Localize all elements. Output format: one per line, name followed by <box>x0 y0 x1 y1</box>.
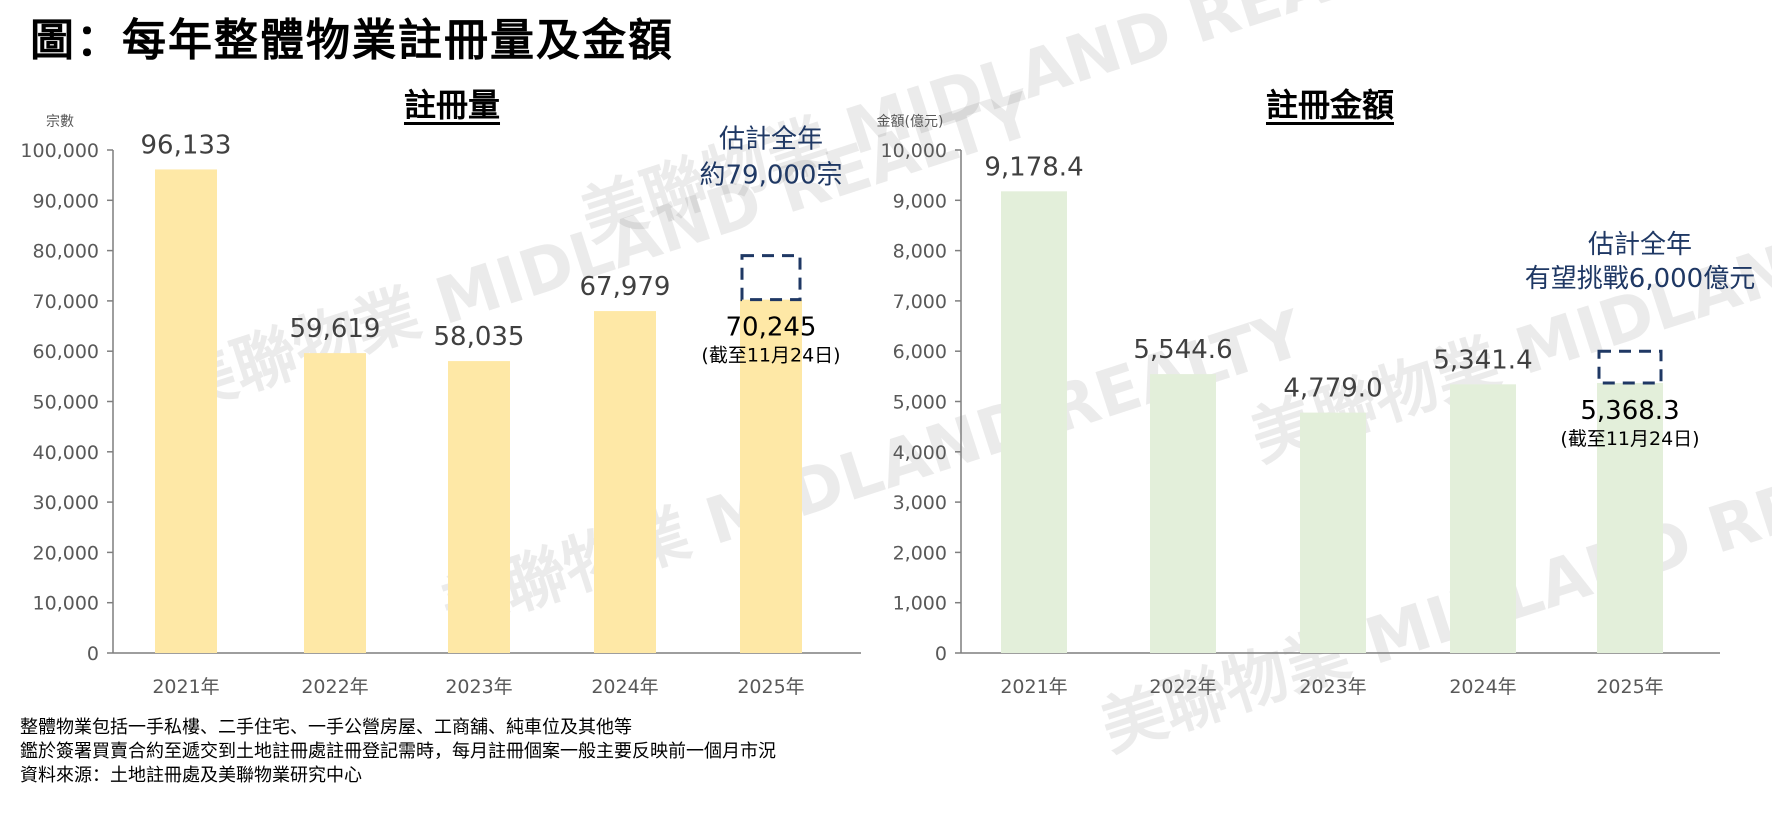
bar-2024年 <box>594 311 656 653</box>
y-tick-label: 3,000 <box>893 492 947 514</box>
y-tick-label: 20,000 <box>33 542 99 564</box>
y-tick-label: 0 <box>87 643 99 665</box>
data-label: 9,178.4 <box>984 152 1083 182</box>
x-tick-label: 2024年 <box>591 676 658 698</box>
data-label: 67,979 <box>580 272 671 302</box>
y-tick-label: 10,000 <box>881 140 947 162</box>
estimate-dashed-box <box>1597 349 1663 385</box>
y-tick-label: 7,000 <box>893 291 947 313</box>
y-tick-label: 2,000 <box>893 542 947 564</box>
page-title: 圖：每年整體物業註冊量及金額 <box>30 15 674 66</box>
x-tick-label: 2025年 <box>1596 676 1663 698</box>
y-tick-label: 10,000 <box>33 593 99 615</box>
y-tick-label: 30,000 <box>33 492 99 514</box>
partial-year-note: (截至11月24日) <box>1560 428 1699 450</box>
data-label: 96,133 <box>141 130 232 160</box>
data-label: 58,035 <box>434 322 525 352</box>
data-label: 59,619 <box>290 314 381 344</box>
bar-2023年 <box>1300 412 1366 653</box>
x-tick-label: 2025年 <box>737 676 804 698</box>
x-tick-label: 2022年 <box>301 676 368 698</box>
x-tick-label: 2021年 <box>152 676 219 698</box>
y-tick-label: 9,000 <box>893 190 947 212</box>
estimate-line1: 估計全年 <box>719 125 823 155</box>
chart-title-volume: 註冊量 <box>403 86 501 124</box>
data-label: 5,368.3 <box>1580 396 1679 426</box>
bar-2022年 <box>1150 374 1216 653</box>
x-tick-label: 2023年 <box>445 676 512 698</box>
note-scope: 整體物業包括一手私樓、二手住宅、一手公營房屋、工商舖、純車位及其他等 <box>20 717 632 738</box>
estimate-dashed-box <box>740 254 802 302</box>
note-source: 資料來源：土地註冊處及美聯物業研究中心 <box>20 765 362 786</box>
data-label: 70,245 <box>726 313 817 343</box>
y-tick-label: 4,000 <box>893 442 947 464</box>
bar-2023年 <box>448 361 510 653</box>
estimate-line2: 有望挑戰6,000億元 <box>1525 264 1755 294</box>
x-tick-label: 2024年 <box>1449 676 1516 698</box>
y-tick-label: 80,000 <box>33 241 99 263</box>
y-tick-label: 0 <box>935 643 947 665</box>
x-tick-label: 2022年 <box>1149 676 1216 698</box>
footnotes: 整體物業包括一手私樓、二手住宅、一手公營房屋、工商舖、純車位及其他等 鑑於簽署買… <box>20 716 776 788</box>
y-tick-label: 6,000 <box>893 341 947 363</box>
y-tick-label: 5,000 <box>893 392 947 414</box>
x-tick-label: 2023年 <box>1299 676 1366 698</box>
y-tick-label: 1,000 <box>893 593 947 615</box>
data-label: 5,341.4 <box>1433 345 1532 375</box>
bar-2021年 <box>1001 191 1067 653</box>
estimate-line2: 約79,000宗 <box>700 161 843 191</box>
bar-2021年 <box>155 169 217 654</box>
bar-2024年 <box>1450 384 1516 653</box>
bar-2022年 <box>304 353 366 653</box>
y-tick-label: 40,000 <box>33 442 99 464</box>
bar-2025年 <box>740 299 802 653</box>
y-tick-label: 100,000 <box>20 140 99 162</box>
y-tick-label: 60,000 <box>33 341 99 363</box>
note-lag: 鑑於簽署買賣合約至遞交到土地註冊處註冊登記需時，每月註冊個案一般主要反映前一個月… <box>20 741 776 762</box>
data-label: 4,779.0 <box>1283 374 1382 404</box>
y-tick-label: 50,000 <box>33 392 99 414</box>
y-axis-label: 宗數 <box>46 114 74 130</box>
data-label: 5,544.6 <box>1133 335 1232 365</box>
y-tick-label: 90,000 <box>33 190 99 212</box>
y-tick-label: 70,000 <box>33 291 99 313</box>
y-axis-label: 金額(億元) <box>877 114 944 130</box>
partial-year-note: (截至11月24日) <box>701 345 840 367</box>
chart-title-amount: 註冊金額 <box>1265 86 1395 124</box>
x-tick-label: 2021年 <box>1000 676 1067 698</box>
estimate-line1: 估計全年 <box>1588 230 1692 260</box>
bar-2025年 <box>1597 382 1663 653</box>
y-tick-label: 8,000 <box>893 241 947 263</box>
